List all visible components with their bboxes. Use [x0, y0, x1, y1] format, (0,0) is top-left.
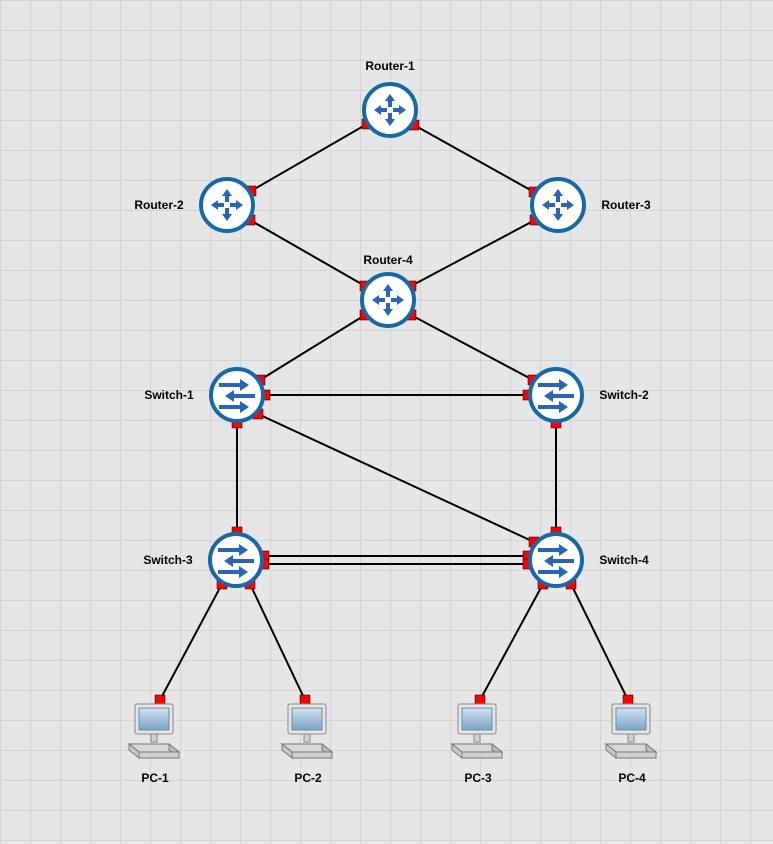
link — [251, 124, 367, 191]
link — [258, 414, 534, 542]
link — [414, 125, 534, 192]
link — [411, 315, 533, 380]
switch-node[interactable] — [208, 532, 264, 588]
link — [571, 584, 628, 700]
node-label: Switch-3 — [143, 553, 192, 567]
pc-node[interactable] — [600, 698, 664, 762]
switch-node[interactable] — [528, 367, 584, 423]
pc-node[interactable] — [276, 698, 340, 762]
node-label: PC-3 — [464, 771, 491, 785]
switch-node[interactable] — [528, 532, 584, 588]
diagram-canvas: Router-1 Router-2 Router-3 Router-4 Swit… — [0, 0, 773, 844]
node-label: Router-2 — [134, 198, 183, 212]
node-label: Router-4 — [363, 253, 412, 267]
node-label: PC-4 — [618, 771, 645, 785]
node-label: Router-3 — [601, 198, 650, 212]
router-node[interactable] — [530, 177, 586, 233]
link — [160, 584, 222, 700]
node-label: PC-2 — [294, 771, 321, 785]
router-node[interactable] — [360, 272, 416, 328]
node-label: Router-1 — [365, 59, 414, 73]
node-label: Switch-1 — [144, 388, 193, 402]
switch-node[interactable] — [209, 367, 265, 423]
link — [411, 220, 535, 286]
node-label: Switch-4 — [599, 553, 648, 567]
node-label: PC-1 — [141, 771, 168, 785]
router-node[interactable] — [362, 82, 418, 138]
link — [260, 315, 365, 380]
node-label: Switch-2 — [599, 388, 648, 402]
link — [250, 220, 365, 286]
pc-node[interactable] — [446, 698, 510, 762]
link — [250, 584, 305, 700]
link — [480, 584, 543, 700]
pc-node[interactable] — [123, 698, 187, 762]
router-node[interactable] — [199, 177, 255, 233]
